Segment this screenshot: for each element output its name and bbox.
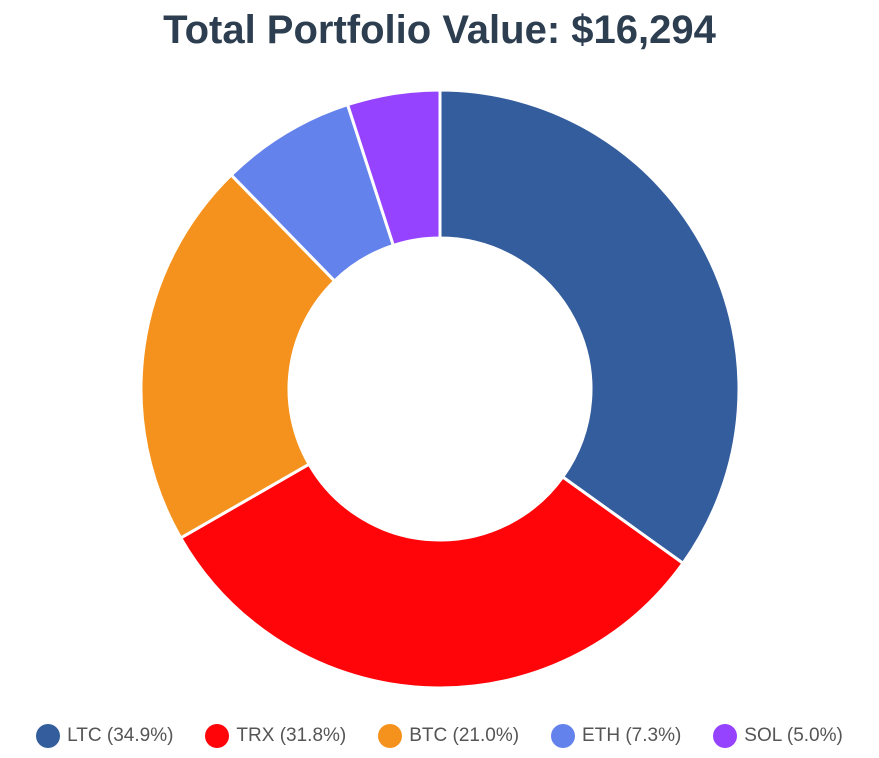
- legend-swatch-sol: [713, 724, 738, 748]
- legend-label-btc: BTC (21.0%): [409, 725, 520, 746]
- legend-swatch-eth: [551, 724, 576, 748]
- legend-label-trx: TRX (31.8%): [236, 725, 347, 746]
- legend-swatch-trx: [205, 724, 230, 748]
- legend-item-ltc[interactable]: LTC (34.9%): [36, 724, 173, 748]
- legend-item-sol[interactable]: SOL (5.0%): [713, 724, 843, 748]
- legend-swatch-ltc: [36, 724, 61, 748]
- slice-sol[interactable]: [346, 88, 442, 247]
- legend-label-ltc: LTC (34.9%): [67, 725, 174, 746]
- slice-ltc[interactable]: [438, 88, 741, 565]
- chart-legend: LTC (34.9%) TRX (31.8%) BTC (21.0%) ETH (7.…: [0, 720, 879, 752]
- legend-label-eth: ETH (7.3%): [582, 725, 682, 746]
- chart-title: Total Portfolio Value: $16,294: [163, 8, 716, 52]
- legend-item-eth[interactable]: ETH (7.3%): [551, 724, 681, 748]
- donut-slices: [139, 88, 741, 690]
- legend-label-sol: SOL (5.0%): [744, 725, 843, 746]
- legend-swatch-btc: [378, 724, 403, 748]
- slice-trx[interactable]: [179, 462, 685, 690]
- legend-item-trx[interactable]: TRX (31.8%): [205, 724, 346, 748]
- slice-btc[interactable]: [139, 173, 337, 540]
- legend-item-btc[interactable]: BTC (21.0%): [378, 724, 519, 748]
